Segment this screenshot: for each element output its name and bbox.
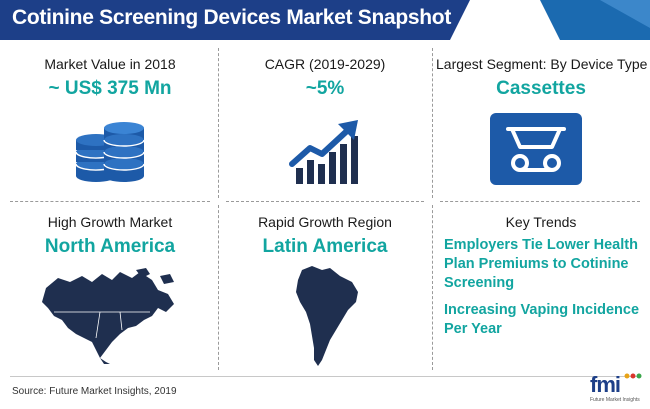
latin-america-map-icon <box>296 266 358 366</box>
high-growth-value: North America <box>44 236 176 257</box>
grid-divider <box>432 205 433 370</box>
grid-divider <box>226 201 424 202</box>
logo-text: fmi <box>590 372 621 397</box>
largest-segment-label: Largest Segment: By Device Type <box>436 56 648 72</box>
cagr-cell: CAGR (2019-2029) ~5% <box>226 56 424 100</box>
title-bar: Cotinine Screening Devices Market Snapsh… <box>0 0 650 40</box>
rapid-growth-value: Latin America <box>262 236 388 257</box>
grid-divider <box>432 48 433 198</box>
key-trends-list: Employers Tie Lower Health Plan Premiums… <box>444 236 644 347</box>
key-trend-item: Increasing Vaping Incidence Per Year <box>444 302 640 337</box>
market-value-cell: Market Value in 2018 ~ US$ 375 Mn <box>10 56 210 100</box>
grid-divider <box>440 201 640 202</box>
title-bar-background <box>0 0 650 40</box>
key-trends-cell: Key Trends <box>436 214 646 230</box>
logo-subtext: Future Market Insights <box>590 397 640 403</box>
coin-stack-icon <box>75 122 145 182</box>
logo-dots-icon <box>624 373 642 379</box>
page-title: Cotinine Screening Devices Market Snapsh… <box>12 6 452 29</box>
cassette-icon <box>490 113 582 185</box>
largest-segment-cell: Largest Segment: By Device Type Cassette… <box>436 56 648 100</box>
cagr-value: ~5% <box>305 78 345 99</box>
north-america-map-icon <box>42 268 174 364</box>
high-growth-cell: High Growth Market North America <box>10 214 210 258</box>
grid-divider <box>10 201 210 202</box>
market-value-label: Market Value in 2018 <box>44 56 176 72</box>
source-note: Source: Future Market Insights, 2019 <box>12 386 177 397</box>
key-trends-label: Key Trends <box>505 214 577 230</box>
fmi-logo: fmi Future Market Insights <box>590 372 646 406</box>
grid-divider <box>218 48 219 198</box>
cagr-label: CAGR (2019-2029) <box>264 56 386 72</box>
key-trend-item: Employers Tie Lower Health Plan Premiums… <box>444 237 638 291</box>
market-value-value: ~ US$ 375 Mn <box>48 78 172 99</box>
grid-divider <box>218 205 219 370</box>
high-growth-label: High Growth Market <box>47 214 173 230</box>
largest-segment-value: Cassettes <box>496 78 586 99</box>
growth-chart-icon <box>289 120 358 184</box>
rapid-growth-label: Rapid Growth Region <box>258 214 392 230</box>
rapid-growth-cell: Rapid Growth Region Latin America <box>226 214 424 258</box>
footer-divider <box>10 376 640 377</box>
